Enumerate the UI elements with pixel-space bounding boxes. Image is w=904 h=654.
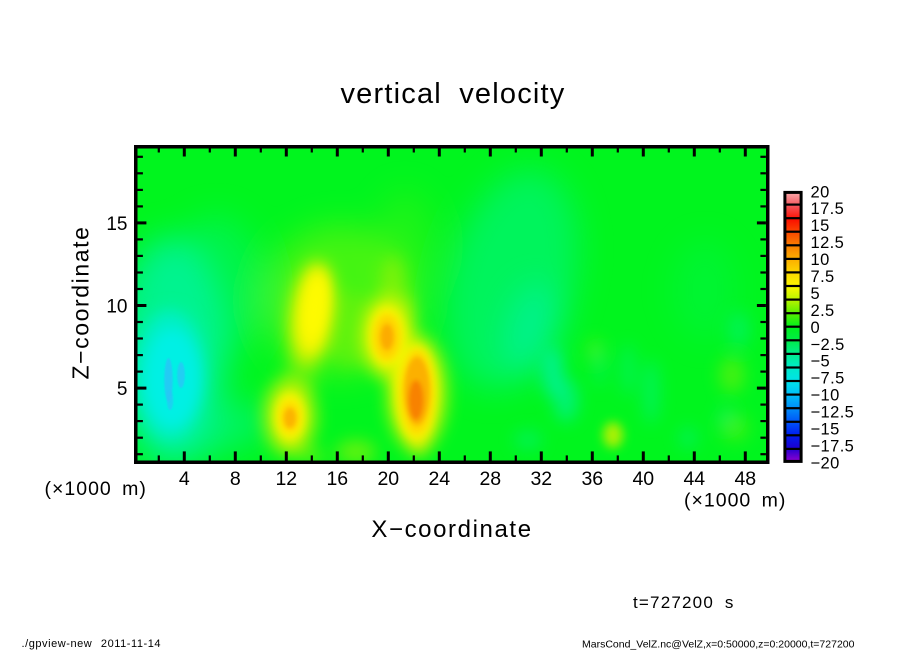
svg-text:0: 0 xyxy=(811,319,821,337)
svg-text:−7.5: −7.5 xyxy=(811,370,845,388)
svg-text:./gpview-new 2011-11-14: ./gpview-new 2011-11-14 xyxy=(22,638,162,650)
svg-text:vertical velocity: vertical velocity xyxy=(340,78,565,110)
svg-text:−17.5: −17.5 xyxy=(811,437,855,455)
svg-text:12.5: 12.5 xyxy=(811,234,845,252)
svg-text:16: 16 xyxy=(326,468,348,490)
svg-text:7.5: 7.5 xyxy=(811,268,835,286)
svg-text:2.5: 2.5 xyxy=(811,302,835,320)
svg-text:24: 24 xyxy=(428,468,450,490)
svg-text:−10: −10 xyxy=(811,387,840,405)
svg-text:t=727200 s: t=727200 s xyxy=(633,593,735,612)
svg-text:40: 40 xyxy=(632,468,654,490)
svg-text:15: 15 xyxy=(811,217,830,235)
svg-text:10: 10 xyxy=(811,251,830,269)
svg-text:−20: −20 xyxy=(811,454,840,472)
svg-text:20: 20 xyxy=(377,468,399,490)
svg-text:20: 20 xyxy=(811,183,830,201)
svg-text:10: 10 xyxy=(106,296,127,317)
svg-text:MarsCond_VelZ.nc@VelZ,x=0:5000: MarsCond_VelZ.nc@VelZ,x=0:50000,z=0:2000… xyxy=(582,639,855,651)
svg-text:17.5: 17.5 xyxy=(811,200,845,218)
svg-text:8: 8 xyxy=(230,468,241,490)
svg-text:12: 12 xyxy=(275,468,297,490)
svg-text:(×1000 m): (×1000 m) xyxy=(45,478,147,500)
svg-text:Z−coordinate: Z−coordinate xyxy=(68,225,94,379)
svg-text:5: 5 xyxy=(117,379,128,400)
svg-text:4: 4 xyxy=(179,468,190,490)
svg-text:32: 32 xyxy=(530,468,552,490)
svg-text:5: 5 xyxy=(811,285,821,303)
svg-text:−12.5: −12.5 xyxy=(811,404,855,422)
svg-text:−5: −5 xyxy=(811,353,831,371)
svg-text:36: 36 xyxy=(581,468,603,490)
svg-text:−2.5: −2.5 xyxy=(811,336,845,354)
svg-text:48: 48 xyxy=(734,468,756,490)
svg-text:44: 44 xyxy=(683,468,705,490)
svg-text:15: 15 xyxy=(106,214,127,235)
svg-text:X−coordinate: X−coordinate xyxy=(371,516,532,543)
svg-text:(×1000 m): (×1000 m) xyxy=(684,490,786,512)
svg-text:28: 28 xyxy=(479,468,501,490)
svg-text:−15: −15 xyxy=(811,421,840,439)
